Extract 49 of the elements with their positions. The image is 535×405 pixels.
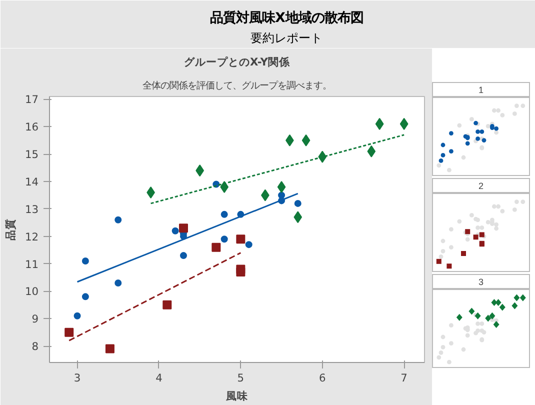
point <box>172 227 179 234</box>
point <box>212 242 221 252</box>
chart-subtitle: 全体の関係を評価して、グループを調べます。 <box>142 80 332 92</box>
point <box>162 300 172 310</box>
y-tick-label: 11 <box>24 258 39 271</box>
point <box>82 258 89 265</box>
point <box>294 200 302 207</box>
x-tick-label: 7 <box>400 372 408 384</box>
point <box>178 224 188 233</box>
point <box>220 236 228 243</box>
point <box>105 344 114 354</box>
x-tick-label: 4 <box>156 372 163 384</box>
text: 品質対風味X地域の散布図 <box>210 10 364 26</box>
point <box>114 216 122 224</box>
y-tick-label: 17 <box>24 93 39 106</box>
point <box>220 180 229 193</box>
point <box>302 134 310 146</box>
text: 3 <box>478 277 484 287</box>
x-tick-label: 6 <box>318 372 326 384</box>
point <box>220 210 228 218</box>
y-tick-label: 8 <box>32 340 39 354</box>
text: 1 <box>478 85 484 95</box>
point <box>64 328 74 337</box>
text: 2 <box>478 181 484 191</box>
x-axis-title: 風味 <box>225 390 249 402</box>
point <box>294 211 302 224</box>
x-tick-label: 3 <box>74 372 81 384</box>
point <box>277 180 286 193</box>
text: 要約レポート <box>250 30 323 45</box>
y-tick-label: 10 <box>24 285 39 298</box>
point <box>236 234 246 244</box>
y-axis-title: 品質 <box>4 218 17 240</box>
point <box>82 293 89 300</box>
point <box>367 145 376 158</box>
point <box>180 252 187 260</box>
point <box>114 279 122 286</box>
y-tick-label: 16 <box>24 120 39 134</box>
y-tick-label: 12 <box>24 230 39 244</box>
point <box>74 312 81 320</box>
x-tick-label: 5 <box>237 372 244 384</box>
point <box>375 118 384 130</box>
point <box>245 241 252 248</box>
point <box>236 268 246 277</box>
y-tick-label: 9 <box>32 312 39 326</box>
y-tick-label: 14 <box>24 176 39 189</box>
y-tick-label: 13 <box>24 202 39 216</box>
chart-title: グループとのX-Y関係 <box>184 56 291 68</box>
y-tick-label: 15 <box>24 148 39 162</box>
point <box>400 118 408 130</box>
